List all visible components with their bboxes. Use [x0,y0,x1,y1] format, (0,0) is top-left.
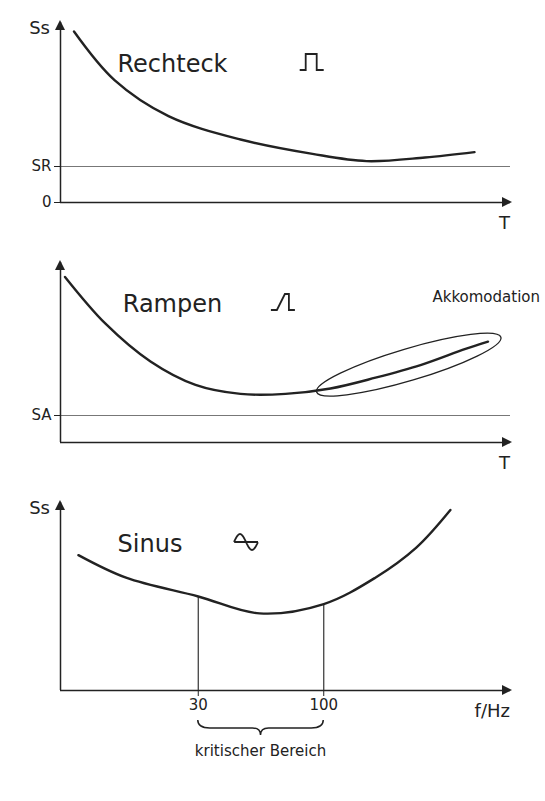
svg-text:T: T [498,452,511,473]
svg-text:0: 0 [42,193,52,211]
svg-text:T: T [498,212,511,233]
svg-text:Rampen: Rampen [123,290,222,318]
svg-text:30: 30 [189,696,208,714]
svg-text:kritischer Bereich: kritischer Bereich [195,742,326,760]
svg-text:f/Hz: f/Hz [475,700,510,721]
svg-text:SR: SR [32,157,52,175]
svg-text:Akkomodation: Akkomodation [432,288,540,306]
svg-text:Rechteck: Rechteck [117,50,227,78]
svg-text:Sinus: Sinus [118,530,183,558]
svg-text:SA: SA [31,406,52,424]
svg-text:100: 100 [309,696,338,714]
svg-text:Ss: Ss [29,17,50,38]
svg-text:Ss: Ss [29,497,50,518]
